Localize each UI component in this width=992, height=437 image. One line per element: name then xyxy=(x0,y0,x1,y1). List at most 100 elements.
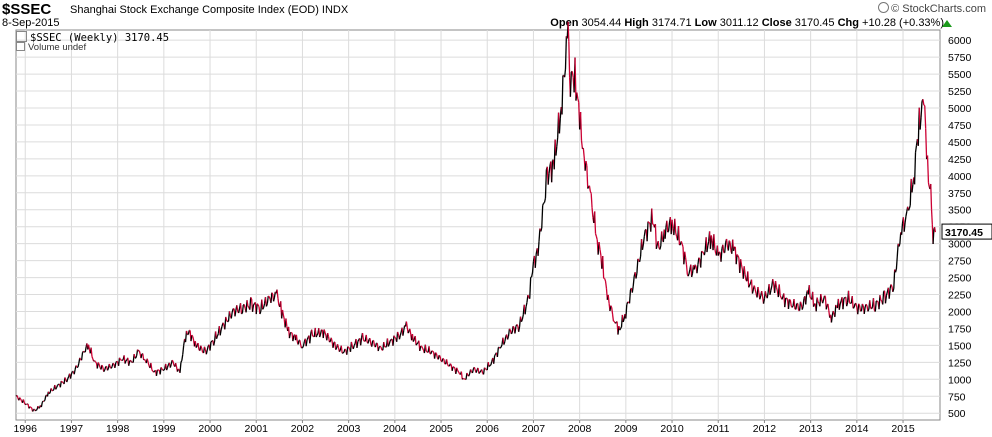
series-segment xyxy=(531,261,535,273)
series-segment xyxy=(416,342,419,345)
series-segment xyxy=(213,340,216,346)
series-segment xyxy=(468,373,471,377)
series-segment xyxy=(442,357,445,360)
series-segment xyxy=(475,369,478,373)
series-segment xyxy=(262,307,265,310)
series-segment xyxy=(282,314,285,320)
series-segment xyxy=(267,295,270,298)
series-segment xyxy=(799,301,803,305)
series-segment xyxy=(360,337,363,346)
series-segment xyxy=(377,347,380,352)
series-segment xyxy=(655,244,658,249)
series-segment xyxy=(930,209,933,225)
series-segment xyxy=(259,310,262,315)
series-segment xyxy=(456,367,459,371)
series-segment xyxy=(687,273,690,277)
series-segment xyxy=(247,305,250,308)
series-segment xyxy=(311,329,314,337)
series-segment xyxy=(461,377,464,380)
series-segment xyxy=(378,345,381,348)
y-tick-label: 6000 xyxy=(948,35,972,47)
series-segment xyxy=(421,347,425,351)
x-tick-label: 2012 xyxy=(753,423,777,435)
series-segment xyxy=(871,306,874,310)
open-value: 3054.44 xyxy=(581,17,622,29)
series-segment xyxy=(631,285,634,293)
series-segment xyxy=(443,358,446,365)
price-legend-text: $SSEC (Weekly) 3170.45 xyxy=(30,32,170,44)
series-segment xyxy=(858,305,862,312)
series-segment xyxy=(571,71,574,78)
series-segment xyxy=(524,306,527,315)
series-segment xyxy=(930,184,933,210)
series-segment xyxy=(527,294,530,298)
chg-value: +10.28 (+0.33%) xyxy=(862,17,944,29)
y-tick-label: 2500 xyxy=(948,273,972,285)
series-segment xyxy=(654,224,657,249)
series-segment xyxy=(899,232,902,245)
series-segment xyxy=(489,364,492,367)
series-segment xyxy=(124,360,127,364)
series-segment xyxy=(674,218,677,234)
series-segment xyxy=(852,307,855,309)
series-segment xyxy=(525,302,528,307)
series-segment xyxy=(200,345,203,349)
series-segment xyxy=(762,298,766,304)
series-segment xyxy=(412,339,415,342)
series-segment xyxy=(642,236,645,245)
series-segment xyxy=(20,398,23,402)
series-segment xyxy=(77,363,80,368)
series-segment xyxy=(700,251,703,268)
series-segment xyxy=(215,335,219,339)
series-segment xyxy=(590,193,593,208)
series-segment xyxy=(885,291,888,296)
series-segment xyxy=(40,402,43,408)
y-tick-label: 5250 xyxy=(948,86,972,98)
series-segment xyxy=(52,389,55,392)
series-segment xyxy=(380,346,383,351)
series-segment xyxy=(567,21,570,42)
series-segment xyxy=(288,333,291,339)
series-segment xyxy=(69,373,73,379)
series-segment xyxy=(569,71,572,97)
x-tick-label: 1997 xyxy=(60,423,84,435)
brand-label[interactable]: © StockCharts.com xyxy=(878,2,986,15)
series-segment xyxy=(405,321,408,328)
series-segment xyxy=(60,380,63,383)
series-segment xyxy=(50,388,53,391)
x-tick-label: 2011 xyxy=(707,423,730,435)
series-segment xyxy=(159,367,162,375)
series-segment xyxy=(56,384,59,388)
series-segment xyxy=(250,296,253,300)
series-segment xyxy=(749,282,752,286)
series-segment xyxy=(736,254,739,257)
series-segment xyxy=(625,304,628,319)
series-segment xyxy=(651,208,654,225)
series-segment xyxy=(613,321,616,324)
series-segment xyxy=(93,360,95,362)
series-segment xyxy=(41,400,44,403)
series-segment xyxy=(544,169,548,199)
series-segment xyxy=(22,399,25,403)
series-segment xyxy=(106,368,109,371)
series-segment xyxy=(706,245,709,253)
series-segment xyxy=(775,287,779,292)
series-segment xyxy=(369,338,372,344)
series-segment xyxy=(249,297,252,310)
volume-legend: Volume undef xyxy=(16,42,86,53)
series-segment xyxy=(890,284,893,287)
series-segment xyxy=(757,286,760,293)
series-segment xyxy=(632,276,635,287)
series-segment xyxy=(587,186,590,189)
series-segment xyxy=(271,292,274,295)
series-segment xyxy=(667,222,671,232)
series-segment xyxy=(180,360,183,363)
series-segment xyxy=(728,240,731,243)
series-segment xyxy=(146,358,149,363)
series-segment xyxy=(365,334,368,343)
series-segment xyxy=(190,334,193,342)
series-segment xyxy=(306,337,309,341)
series-segment xyxy=(16,395,19,398)
x-tick-label: 2003 xyxy=(337,423,361,435)
series-segment xyxy=(125,359,128,362)
